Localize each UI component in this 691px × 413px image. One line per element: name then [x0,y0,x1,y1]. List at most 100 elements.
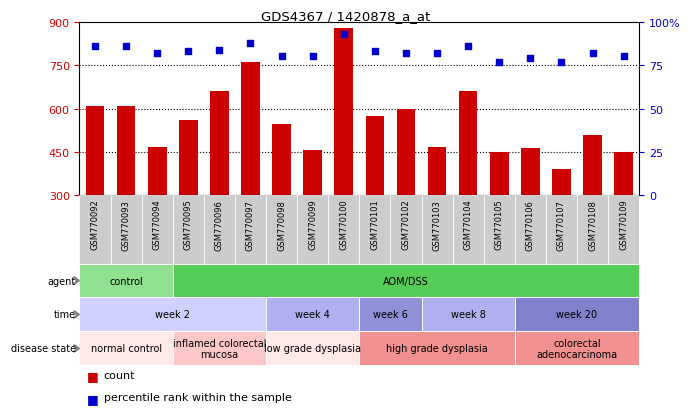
Bar [117,107,135,196]
Bar [390,196,422,264]
Bar [515,298,639,332]
Bar [453,196,484,264]
Text: GSM770098: GSM770098 [277,199,286,250]
Point [276,54,287,61]
Text: GSM770094: GSM770094 [153,199,162,250]
Text: percentile rank within the sample: percentile rank within the sample [104,392,292,402]
Point [120,44,131,50]
Point [151,50,162,57]
Bar [297,196,328,264]
Point [182,49,193,55]
Point [245,40,256,47]
Bar [204,196,235,264]
Text: GSM770109: GSM770109 [619,199,628,250]
Text: GDS4367 / 1420878_a_at: GDS4367 / 1420878_a_at [261,10,430,23]
Bar [173,264,639,298]
Bar [266,196,297,264]
Bar [484,196,515,264]
Text: inflamed colorectal
mucosa: inflamed colorectal mucosa [173,338,266,359]
Point [618,54,629,61]
Bar [521,148,540,196]
Bar [241,63,260,196]
Text: week 20: week 20 [556,310,598,320]
Bar [148,147,167,196]
Bar [515,196,546,264]
Bar [79,298,266,332]
Text: GSM770097: GSM770097 [246,199,255,250]
Text: ■: ■ [86,370,98,382]
Bar [328,196,359,264]
Text: GSM770093: GSM770093 [122,199,131,250]
Bar [515,332,639,366]
Bar [608,196,639,264]
Bar [422,298,515,332]
Text: AOM/DSS: AOM/DSS [383,276,429,286]
Text: control: control [109,276,143,286]
Text: GSM770095: GSM770095 [184,199,193,250]
Text: ■: ■ [86,392,98,405]
Text: GSM770106: GSM770106 [526,199,535,250]
Bar [334,28,353,196]
Point [400,50,411,57]
Bar [577,196,608,264]
Text: week 2: week 2 [155,310,190,320]
Text: disease state: disease state [11,344,76,354]
Bar [272,125,291,196]
Bar [490,153,509,196]
Point [369,49,380,55]
Bar [614,153,633,196]
Bar [111,196,142,264]
Bar [266,332,359,366]
Bar [86,107,104,196]
Bar [428,147,446,196]
Bar [235,196,266,264]
Bar [173,332,266,366]
Point [338,31,349,38]
Text: GSM770100: GSM770100 [339,199,348,250]
Text: GSM770101: GSM770101 [370,199,379,250]
Bar [366,116,384,196]
Bar [459,92,477,196]
Bar [266,298,359,332]
Point [493,59,504,66]
Point [462,44,473,50]
Bar [359,298,422,332]
Point [214,47,225,54]
Text: week 4: week 4 [295,310,330,320]
Point [431,50,442,57]
Bar [79,196,111,264]
Text: GSM770102: GSM770102 [401,199,410,250]
Text: low grade dysplasia: low grade dysplasia [264,344,361,354]
Text: time: time [54,310,76,320]
Bar [359,332,515,366]
Point [587,50,598,57]
Text: GSM770096: GSM770096 [215,199,224,250]
Text: GSM770105: GSM770105 [495,199,504,250]
Bar [546,196,577,264]
Text: GSM770104: GSM770104 [464,199,473,250]
Text: count: count [104,370,135,380]
Bar [422,196,453,264]
Point [556,59,567,66]
Bar [359,196,390,264]
Bar [210,92,229,196]
Bar [79,264,173,298]
Text: GSM770107: GSM770107 [557,199,566,250]
Bar [179,121,198,196]
Text: agent: agent [48,276,76,286]
Bar [142,196,173,264]
Bar [583,135,602,196]
Point [89,44,101,50]
Bar [397,109,415,196]
Text: GSM770092: GSM770092 [91,199,100,250]
Text: GSM770108: GSM770108 [588,199,597,250]
Bar [173,196,204,264]
Point [524,56,536,62]
Bar [303,151,322,196]
Text: week 8: week 8 [451,310,486,320]
Text: normal control: normal control [91,344,162,354]
Text: high grade dysplasia: high grade dysplasia [386,344,488,354]
Text: GSM770103: GSM770103 [433,199,442,250]
Point [307,54,318,61]
Text: week 6: week 6 [373,310,408,320]
